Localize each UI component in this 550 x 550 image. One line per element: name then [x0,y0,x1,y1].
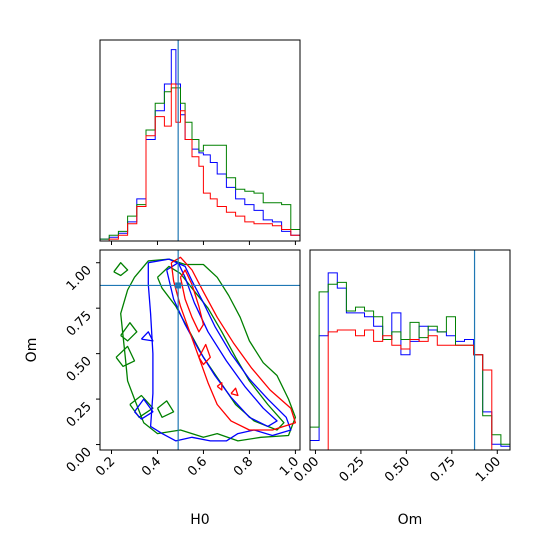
y-axis-label-om: Om [24,338,40,363]
marginal-om-histogram-0 [309,272,511,450]
om-y-tick-label-1: 0.25 [64,399,95,430]
marginal-om-panel: 0.00 0.25 0.50 0.75 1.00 Om [291,249,511,528]
contour-2-0 [170,256,297,431]
h0-tick-label-3: 0.8 [231,454,256,479]
marginal-om-histogram-1 [309,281,511,450]
contour-1-1 [166,262,278,428]
joint-contours [113,256,297,442]
om-x-tick-label-2: 0.50 [382,454,413,485]
joint-x-ticks: 0.2 0.4 0.6 0.8 1.0 [93,450,302,479]
joint-truth-points [175,282,182,289]
contour-0-3 [120,322,138,342]
marginal-h0-histogram-1 [99,87,301,241]
contour-0-6 [156,400,175,418]
x-axis-label-om: Om [398,512,423,528]
om-x-tick-label-1: 0.25 [337,454,368,485]
h0-tick-label-1: 0.4 [139,454,164,479]
x-axis-label-h0: H0 [190,512,209,528]
contour-2-1 [179,269,205,333]
contour-0-4 [115,345,136,368]
contour-1-2 [133,398,154,420]
joint-y-ticks: 0.00 0.25 0.50 0.75 1.00 [64,262,100,476]
om-x-tick-label-4: 1.00 [473,454,504,485]
joint-h0-om-panel: 0.2 0.4 0.6 0.8 1.0 0.000.250.500.751.00 H0 … [24,249,302,528]
truth-point-0 [175,282,182,289]
contour-0-0 [120,258,297,442]
contour-1-3 [140,331,154,342]
om-y-tick-label-0: 0.00 [64,445,95,476]
marginal-h0-frame [99,39,301,242]
contour-2-4 [216,382,223,391]
marginal-om-ticks: 0.00 0.25 0.50 0.75 1.00 [291,450,504,485]
om-y-tick-label-4: 1.00 [64,263,95,294]
h0-tick-label-2: 0.6 [185,454,210,479]
marginal-om-histogram-2 [310,329,510,451]
contour-2-2 [198,343,211,366]
marginal-h0-histogram-0 [99,49,301,241]
marginal-h0-histogram-2 [100,83,301,242]
marginal-h0-ticks [110,241,296,245]
marginal-om-frame [309,249,511,451]
contour-0-2 [113,262,129,277]
h0-tick-label-0: 0.2 [93,454,118,479]
marginal-h0-panel [99,39,301,245]
marginal-om-histograms [309,272,511,451]
marginal-h0-histograms [99,49,301,242]
om-y-tick-label-2: 0.50 [64,354,95,385]
joint-frame [99,249,301,451]
om-y-tick-label-3: 0.75 [64,308,95,339]
om-x-tick-label-3: 0.75 [428,454,459,485]
contour-2-3 [230,387,239,397]
